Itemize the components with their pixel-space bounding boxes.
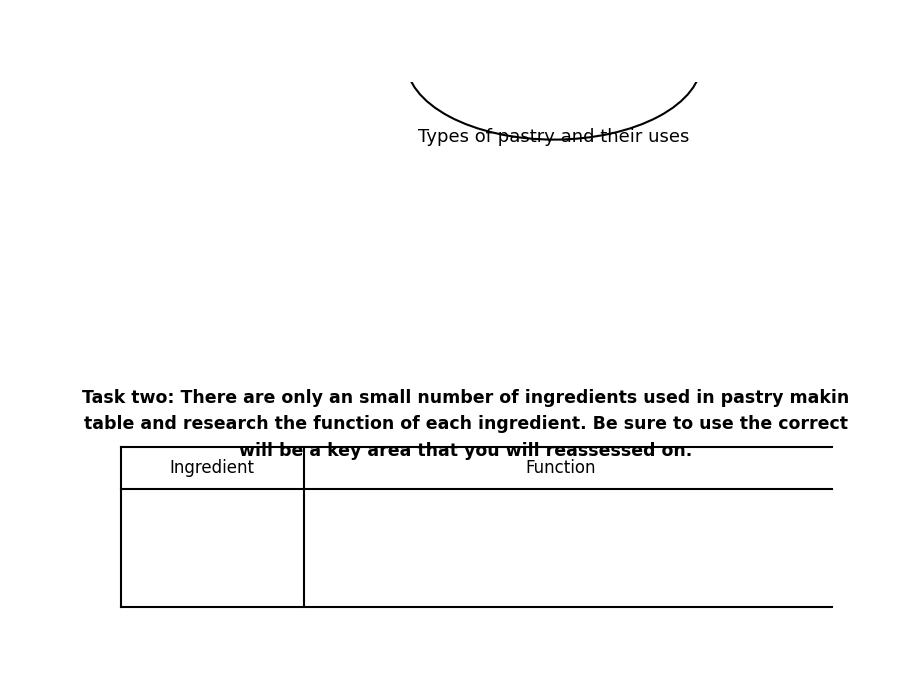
Text: Function: Function <box>525 459 596 477</box>
Text: Ingredient: Ingredient <box>170 459 255 477</box>
Text: Task two: There are only an small number of ingredients used in pastry makin
tab: Task two: There are only an small number… <box>82 389 850 460</box>
Text: Types of pastry and their uses: Types of pastry and their uses <box>418 128 690 146</box>
